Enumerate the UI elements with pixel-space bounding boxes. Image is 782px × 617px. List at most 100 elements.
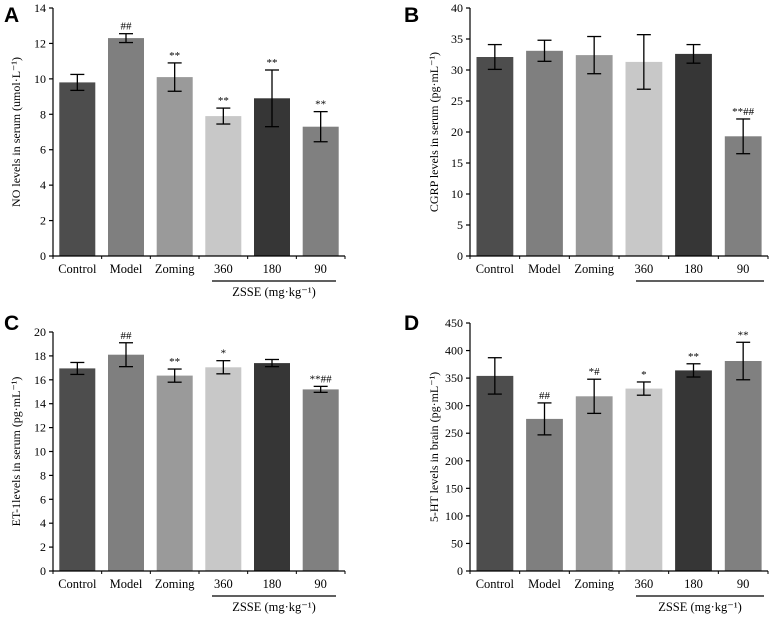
bar-zoming [575,396,613,571]
y-tick-label: 18 [34,349,46,363]
y-tick-label: 20 [451,125,463,139]
bar-360 [625,388,663,571]
y-tick-label: 200 [445,454,463,468]
x-tick-label: 90 [737,577,750,591]
bar-model [526,50,563,256]
x-tick-label: Zoming [574,577,614,591]
error-bar [636,381,651,396]
bar-control [476,57,514,256]
y-tick-label: 0 [457,249,463,263]
error-bar [216,360,231,375]
x-tick-label: 360 [214,577,233,591]
y-tick-label: 400 [445,344,463,358]
significance-label: ** [169,50,180,62]
bar-180 [675,53,712,257]
y-axis-label: NO levels in serum (umol·L⁻¹) [9,57,23,207]
error-bar [70,73,85,92]
x-tick-label: Control [476,262,515,276]
x-tick-label: Model [110,262,143,276]
y-tick-label: 14 [34,1,46,15]
y-tick-label: 2 [40,214,46,228]
y-tick-label: 6 [40,492,46,506]
significance-label: ** [267,57,278,69]
bar-180 [254,363,290,571]
y-tick-label: 14 [34,397,46,411]
x-tick-label: Control [58,577,97,591]
axes [52,8,345,257]
y-tick-label: 450 [445,316,463,330]
bar-control [59,368,96,571]
x-tick-label: Model [528,262,561,276]
error-bar [265,358,279,368]
chart-panel-d: D Control ## Model *# Zoming * 360 ** 180 ** 90 0 50 1… [404,312,769,614]
y-tick-label: 100 [445,509,463,523]
error-bar [119,33,133,44]
significance-label: ## [121,330,133,342]
x-tick-label: 90 [737,262,750,276]
error-bar [587,378,602,415]
y-tick-label: 4 [40,516,46,530]
y-tick-label: 50 [451,536,463,550]
panel-letter: B [404,4,419,27]
x-tick-label: Zoming [155,262,195,276]
y-tick-label: 10 [34,445,46,459]
error-bar [487,357,502,395]
significance-label: ** [169,356,180,368]
y-tick-label: 16 [34,373,46,387]
panel-letter: D [404,312,419,335]
significance-label: **## [732,106,755,118]
axes [469,323,768,572]
bar-90 [302,126,339,256]
error-bar [487,43,502,71]
bar-180 [675,370,712,571]
significance-label: ** [738,329,749,341]
error-bar [537,39,552,62]
bar-360 [205,367,242,571]
significance-label: *# [589,366,601,378]
y-tick-label: 8 [40,468,46,482]
y-tick-label: 250 [445,426,463,440]
y-tick-label: 4 [40,178,46,192]
y-tick-label: 300 [445,399,463,413]
y-tick-label: 12 [34,421,46,435]
bar-90 [724,136,762,256]
x-tick-label: 90 [314,577,327,591]
bar-360 [205,116,242,256]
y-tick-label: 0 [457,564,463,578]
axes [469,8,768,257]
panel-letter: C [4,312,19,335]
chart-panel-c: C Control ## Model ** Zoming * 360 180 **## 90 0 2 4 6… [4,312,346,614]
axes [52,332,345,572]
error-bar [686,363,701,378]
group-label: ZSSE (mg·kg⁻¹) [232,285,316,299]
error-bar [70,361,85,376]
chart-panel-b: B Control Model Zoming 360 180 **## 90 0 5 10 15 20 2… [404,1,769,282]
error-bar [216,107,231,125]
bar-control [476,375,514,571]
y-axis-label: ET-1levels in serum (pg·mL⁻¹) [9,377,23,527]
x-tick-label: Zoming [574,262,614,276]
bar-90 [302,389,339,571]
error-bar [537,402,552,436]
group-label: ZSSE (mg·kg⁻¹) [232,600,316,614]
chart-panel-a: A Control ## Model ** Zoming ** 360 ** 180 ** 90 0 2 4… [4,1,346,299]
y-axis-label: CGRP levels in serum (pg·mL⁻¹) [427,52,441,212]
error-bar [736,118,751,155]
error-bar [119,342,133,368]
bar-zoming [575,55,613,256]
significance-label: ## [121,21,133,33]
y-tick-label: 15 [451,156,463,170]
significance-label: ** [315,99,326,111]
error-bar [265,69,279,128]
y-tick-label: 35 [451,32,463,46]
error-bar [313,110,328,143]
error-bar [587,35,602,75]
y-tick-label: 8 [40,107,46,121]
bar-zoming [156,77,193,256]
y-tick-label: 10 [34,72,46,86]
y-tick-label: 350 [445,371,463,385]
y-tick-label: 0 [40,564,46,578]
y-tick-label: 10 [451,187,463,201]
significance-label: ** [218,95,229,107]
x-tick-label: 360 [634,262,653,276]
